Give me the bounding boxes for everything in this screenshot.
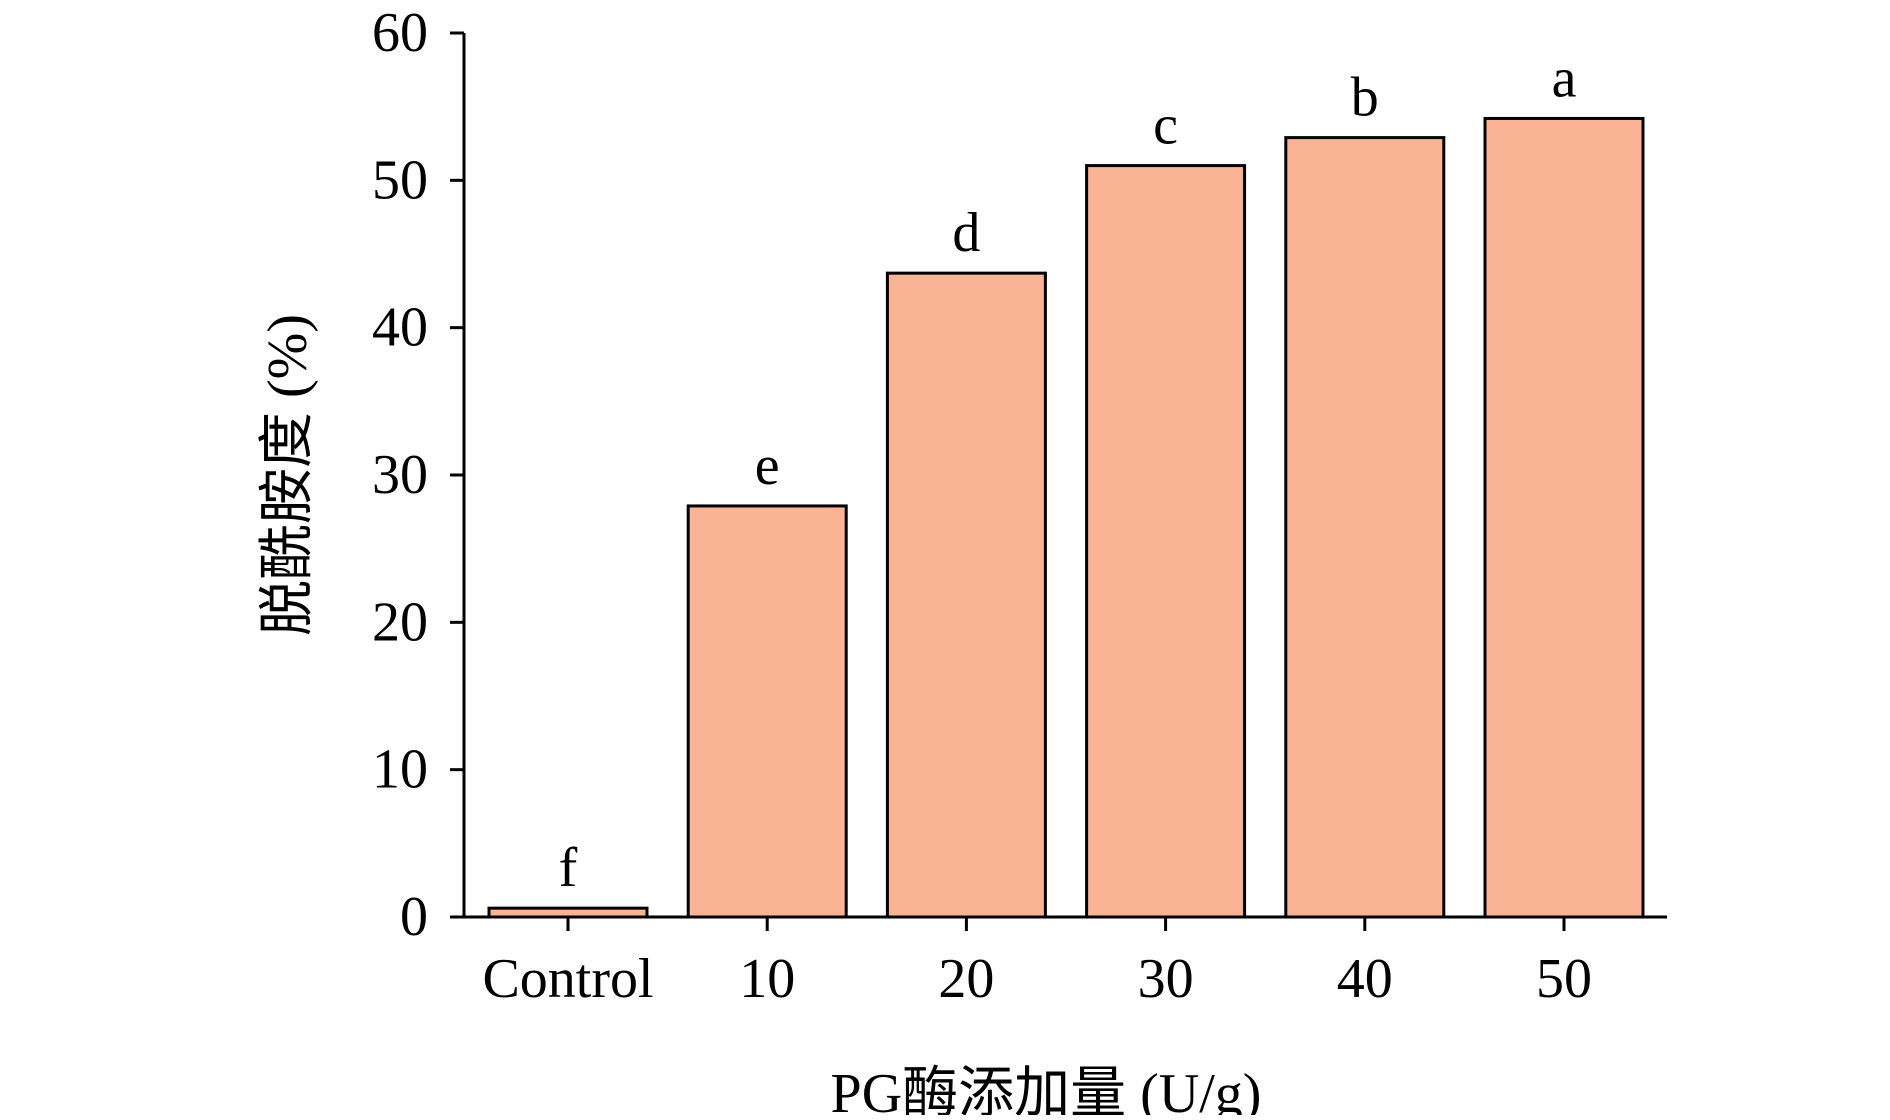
significance-label: c (1153, 95, 1178, 157)
significance-label: a (1552, 47, 1577, 109)
bar (1085, 164, 1247, 919)
x-tick-label: 40 (1337, 948, 1393, 1010)
x-tick-label: 30 (1138, 948, 1194, 1010)
significance-labels: f e d c b a (559, 47, 1577, 899)
significance-label: d (952, 202, 980, 264)
bars-layer (487, 116, 1645, 919)
y-tick-label: 30 (372, 444, 428, 506)
x-tick-label: 20 (938, 948, 994, 1010)
bar (686, 504, 848, 919)
x-tick-label: 10 (739, 948, 795, 1010)
y-axis-title: 脱酰胺度 (%) (257, 314, 319, 636)
significance-label: f (559, 837, 578, 899)
x-ticks: Control 10 20 30 40 50 (482, 917, 1592, 1010)
x-tick-label: 50 (1536, 948, 1592, 1010)
y-tick-label: 20 (372, 591, 428, 653)
y-tick-label: 60 (372, 2, 428, 64)
y-tick-label: 0 (400, 886, 428, 948)
y-ticks: 0 10 20 30 40 50 60 (372, 2, 464, 948)
y-tick-label: 10 (372, 739, 428, 801)
x-tick-label: Control (482, 948, 653, 1010)
bar (1483, 116, 1645, 919)
bar (885, 271, 1047, 919)
significance-label: e (755, 435, 780, 497)
y-tick-label: 50 (372, 149, 428, 211)
significance-label: b (1351, 67, 1379, 129)
y-tick-label: 40 (372, 297, 428, 359)
bar (1284, 136, 1446, 919)
x-axis-title: PG酶添加量 (U/g) (831, 1063, 1262, 1115)
